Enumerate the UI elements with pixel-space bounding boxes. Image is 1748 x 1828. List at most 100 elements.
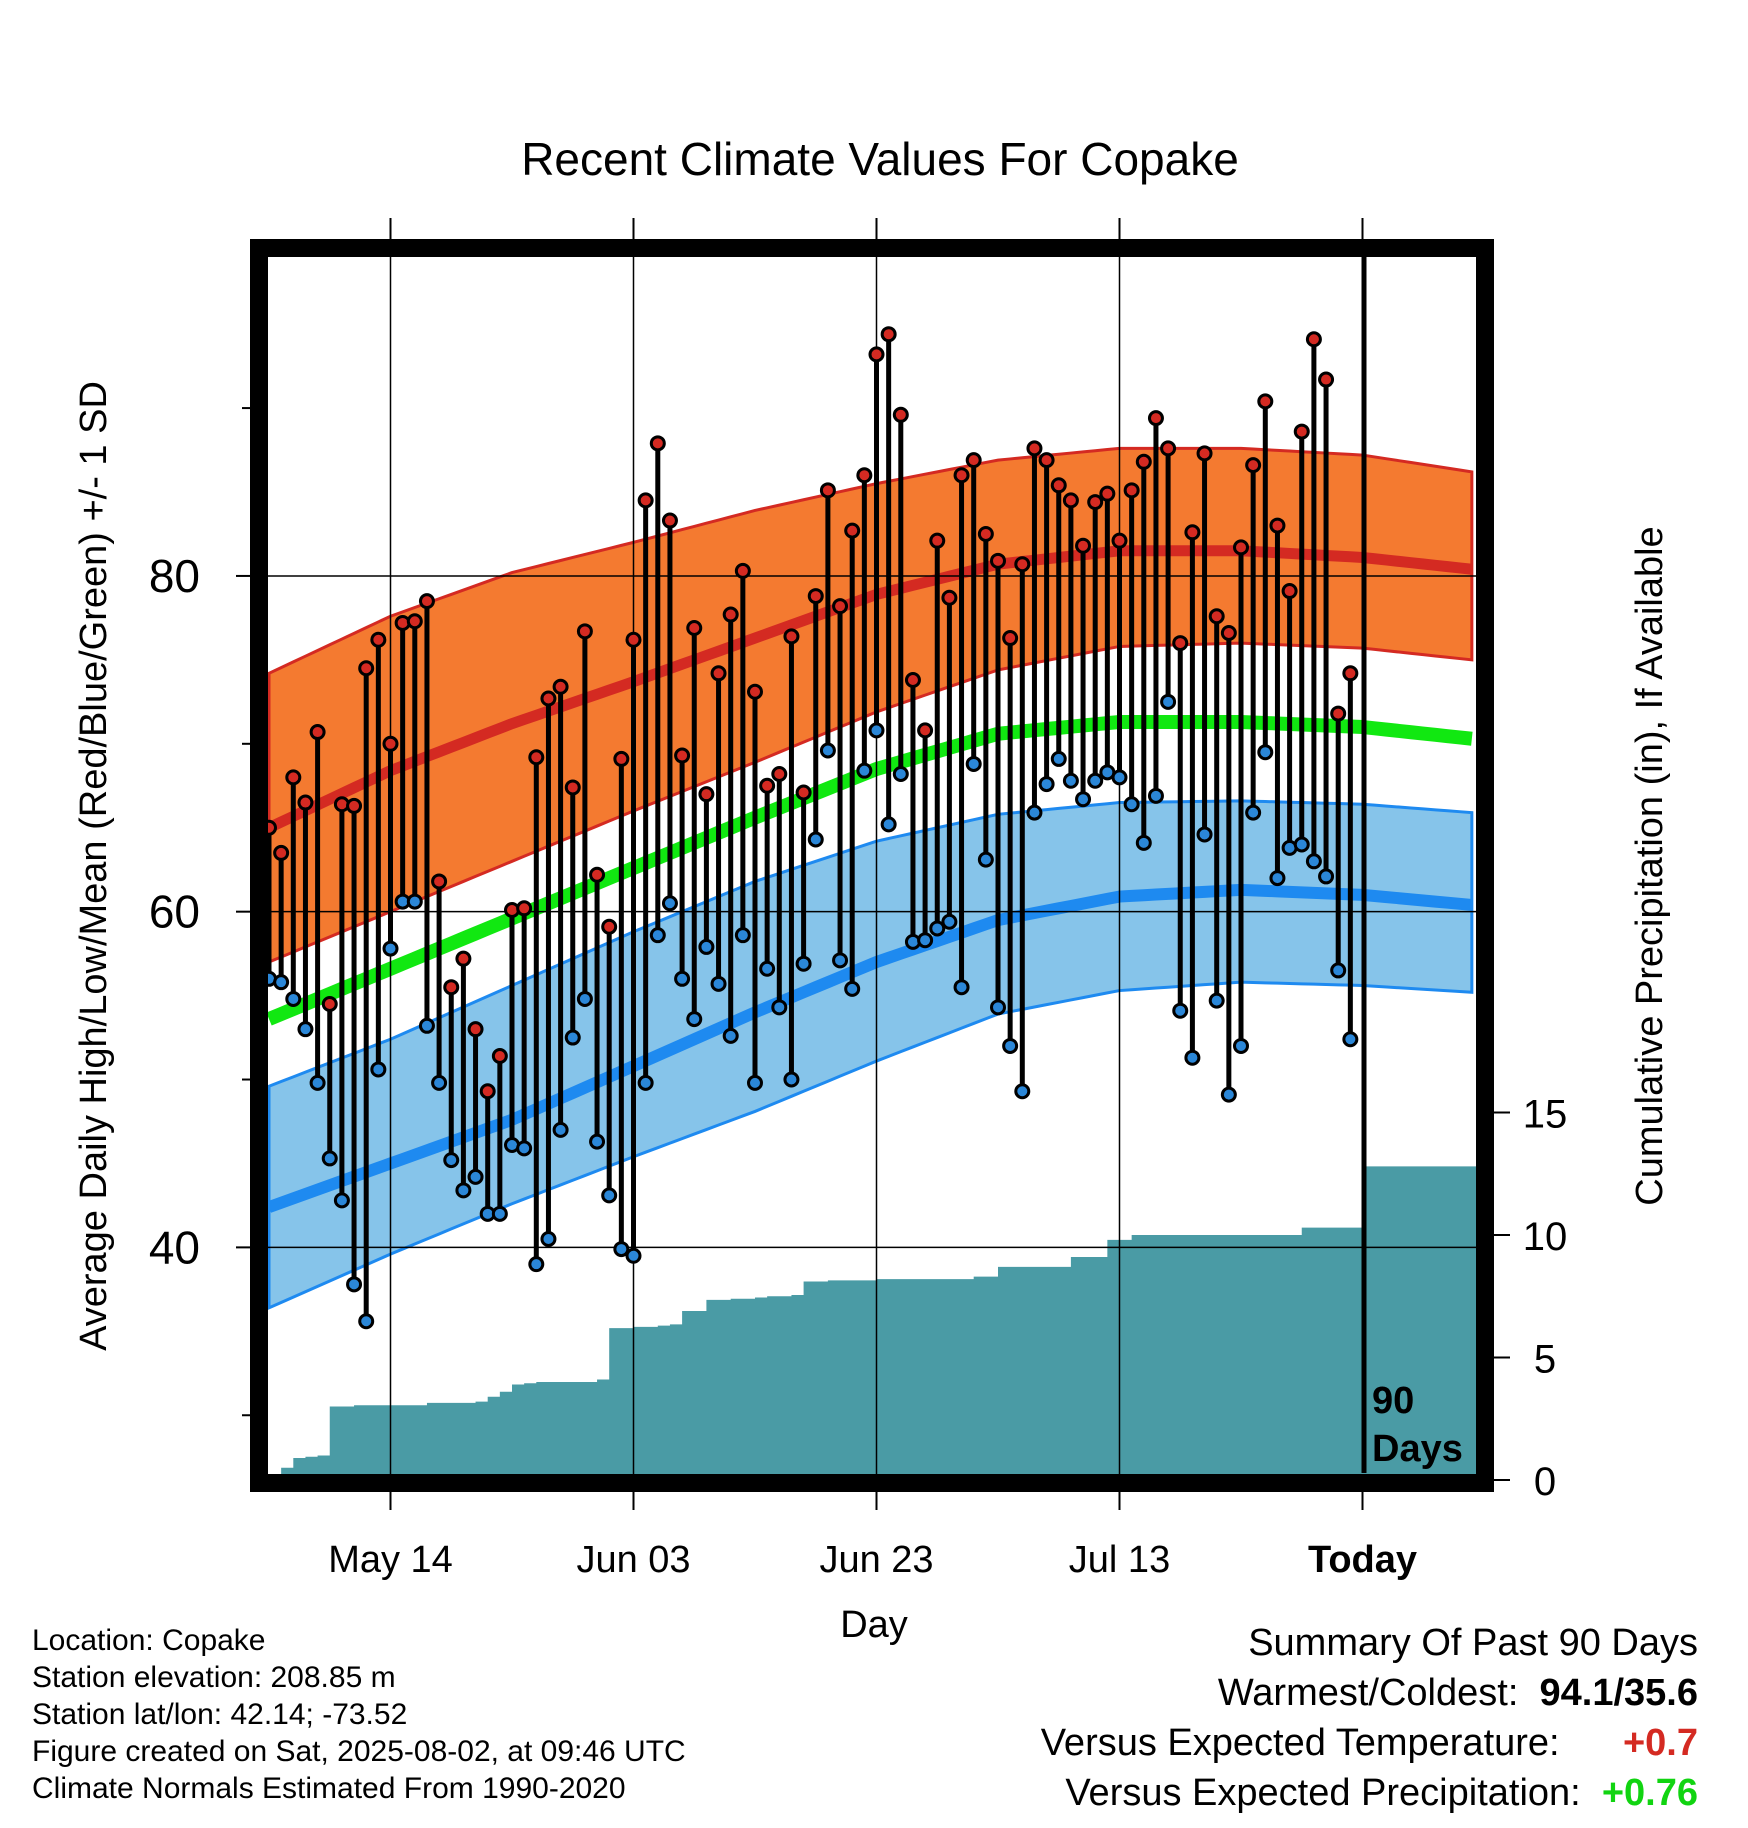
daily-high-point [649,435,666,452]
x-tick-label: Jun 03 [576,1539,690,1581]
daily-high-point [686,619,703,636]
daily-high-point [892,406,909,423]
daily-low-point [965,755,982,772]
daily-low-point [856,762,873,779]
daily-high-point [576,623,593,640]
daily-low-point [868,722,885,739]
daily-high-point [1184,524,1201,541]
daily-high-point [1318,371,1335,388]
daily-high-point [418,593,435,610]
days-marker-number: 90 [1372,1380,1414,1422]
daily-high-point [516,900,533,917]
daily-low-point [1293,836,1310,853]
daily-low-point [528,1256,545,1273]
daily-low-point [637,1074,654,1091]
low-normal-line [268,883,1473,1213]
daily-high-point [552,678,569,695]
daily-low-point [929,920,946,937]
daily-low-point [491,1205,508,1222]
daily-low-point [370,1061,387,1078]
info-location: Location: Copake [32,1624,266,1657]
daily-high-point [1305,331,1322,348]
daily-low-point [443,1152,460,1169]
daily-low-point [1196,826,1213,843]
low-normal-band [268,799,1474,1310]
y-left-tick-label: 60 [149,886,200,938]
daily-low-point [674,970,691,987]
daily-high-point [406,613,423,630]
daily-low-point [880,816,897,833]
daily-high-point [1293,423,1310,440]
daily-high-point [1220,625,1237,642]
daily-high-point [1014,556,1031,573]
daily-high-point [747,683,763,700]
daily-low-point [467,1168,484,1185]
daily-high-point [455,950,472,967]
daily-low-point [1172,1002,1189,1019]
daily-high-point [953,467,970,484]
daily-low-point [297,1021,314,1038]
daily-low-point [540,1230,557,1247]
daily-high-point [1257,393,1274,410]
daily-high-point [1330,705,1347,722]
daily-low-point [1220,1086,1237,1103]
y-left-tick-label: 80 [149,550,200,602]
daily-high-point [321,995,338,1012]
daily-low-point [431,1074,448,1091]
daily-high-point [431,873,448,890]
daily-high-point [1087,494,1104,511]
info-created: Figure created on Sat, 2025-08-02, at 09… [32,1735,686,1768]
daily-high-point [771,766,788,783]
daily-high-point [1075,537,1092,554]
daily-low-point [1087,772,1104,789]
daily-low-point [601,1187,618,1204]
info-latlon: Station lat/lon: 42.14; -73.52 [32,1698,408,1731]
daily-low-point [1002,1037,1019,1054]
daily-high-point [1135,453,1152,470]
x-axis-label: Day [840,1604,908,1646]
daily-low-point [1245,804,1262,821]
top-x-ticks [389,218,1364,240]
daily-high-point [358,660,375,677]
warmest-coldest-value: 94.1/35.6 [1539,1672,1698,1714]
daily-low-point [844,980,861,997]
daily-bars-layer [268,334,1353,1322]
normals-layer [268,446,1474,1310]
daily-high-point [1342,665,1359,682]
daily-high-point [710,665,727,682]
daily-low-point [661,895,678,912]
daily-low-point [807,831,824,848]
daily-high-point [965,452,982,469]
daily-high-point [698,786,715,803]
daily-high-point [1038,452,1055,469]
daily-high-point [1281,583,1298,600]
daily-high-point [941,589,958,606]
daily-low-point [382,940,399,957]
daily-high-point [1147,410,1164,427]
daily-low-point [1014,1083,1031,1100]
info-normals: Climate Normals Estimated From 1990-2020 [32,1772,626,1805]
daily-low-point [613,1241,630,1258]
daily-low-point [1038,776,1055,793]
daily-low-point [1342,1031,1359,1048]
daily-low-point [819,742,836,759]
y-left-tick-label: 40 [149,1221,200,1273]
daily-high-point [904,672,921,689]
daily-low-point [722,1027,739,1044]
daily-low-point [892,766,909,783]
station-info: Location: Copake Station elevation: 208.… [32,1622,686,1807]
daily-high-point [759,777,776,794]
daily-high-point [528,749,545,766]
x-tick-label: Jun 23 [819,1539,933,1581]
daily-high-point [297,794,314,811]
grid-layer [268,257,1476,1474]
daily-high-point [1062,492,1079,509]
daily-low-point [1257,744,1274,761]
daily-high-point [844,522,861,539]
daily-high-point [1123,482,1140,499]
daily-low-point [1111,769,1128,786]
daily-low-point [759,960,776,977]
daily-high-point [868,346,885,363]
daily-high-point [268,819,277,836]
daily-low-point [406,893,423,910]
